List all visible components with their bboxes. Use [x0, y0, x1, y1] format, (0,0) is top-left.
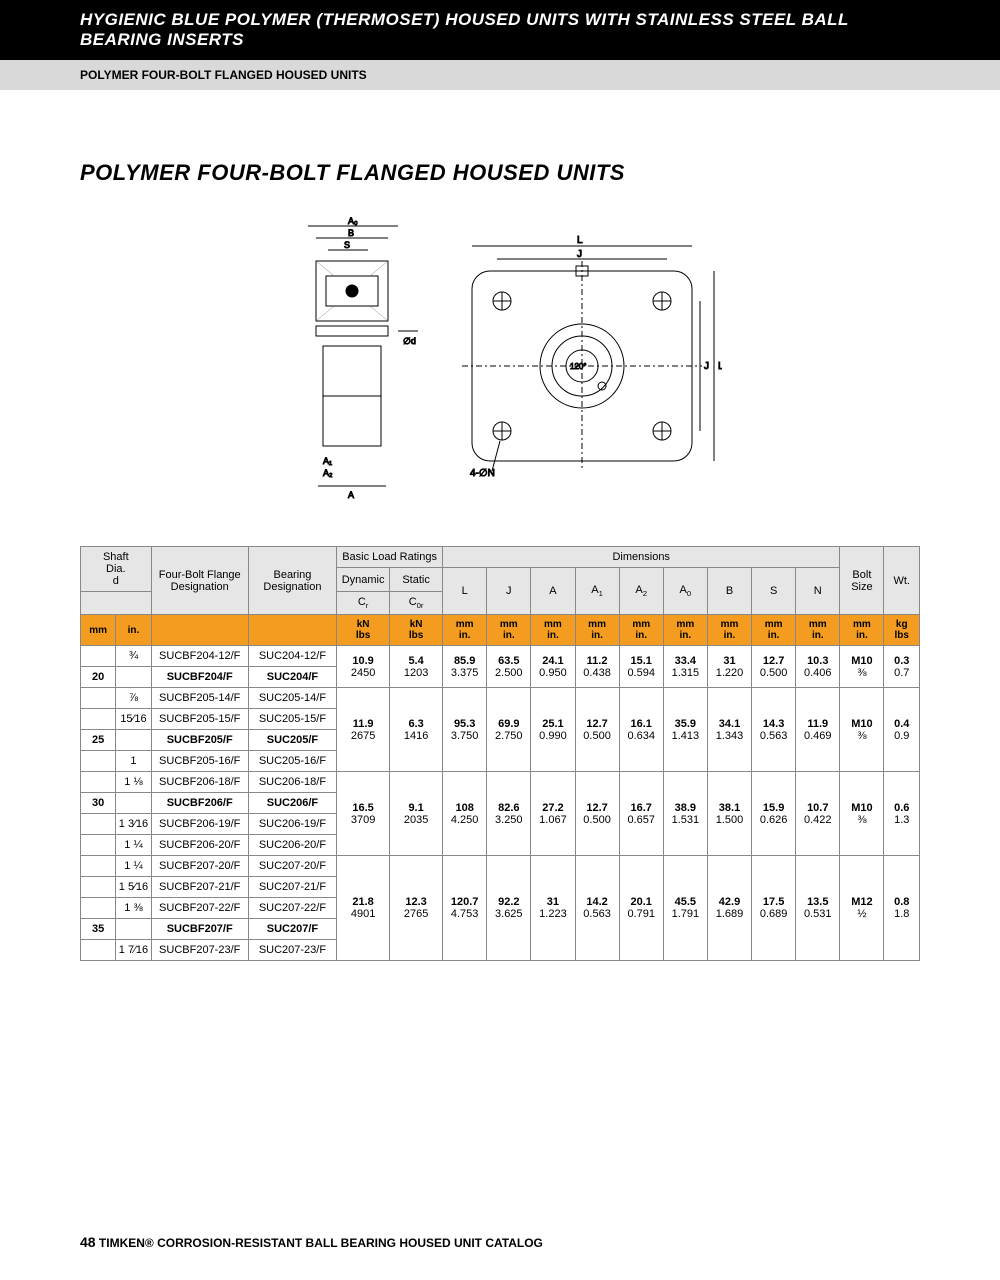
- col-B: B: [707, 568, 751, 615]
- svg-text:A₀: A₀: [348, 216, 358, 226]
- svg-text:L: L: [577, 235, 583, 246]
- content-area: POLYMER FOUR-BOLT FLANGED HOUSED UNITS A…: [0, 90, 1000, 961]
- svg-text:J: J: [577, 249, 582, 260]
- col-c0r: C0r: [390, 592, 443, 615]
- unit-kn2: kNlbs: [390, 615, 443, 646]
- page-footer: 48 TIMKEN® CORROSION-RESISTANT BALL BEAR…: [80, 1234, 543, 1250]
- header-title: HYGIENIC BLUE POLYMER (THERMOSET) HOUSED…: [80, 10, 849, 49]
- col-A2: A2: [619, 568, 663, 615]
- col-four-bolt: Four-Bolt Flange Designation: [151, 547, 248, 615]
- svg-text:B: B: [348, 228, 354, 238]
- unit-in: in.: [116, 615, 151, 646]
- col-bolt: Bolt Size: [840, 547, 884, 615]
- svg-text:120°: 120°: [570, 362, 587, 371]
- table-row: 1 ¼SUCBF207-20/FSUC207-20/F21.8490112.32…: [81, 856, 920, 877]
- header-subtitle: POLYMER FOUR-BOLT FLANGED HOUSED UNITS: [80, 68, 367, 82]
- svg-text:A₂: A₂: [323, 468, 333, 478]
- col-wt: Wt.: [884, 547, 920, 615]
- svg-text:L: L: [718, 361, 722, 372]
- svg-text:J: J: [704, 361, 709, 372]
- side-view-diagram: A₀ B S ∅d A₁ A₂: [278, 216, 438, 506]
- table-body: ¾SUCBF204-12/FSUC204-12/F10.924505.41203…: [81, 646, 920, 961]
- header-grey-bar: POLYMER FOUR-BOLT FLANGED HOUSED UNITS: [0, 60, 1000, 90]
- table-row: 1 ⅛SUCBF206-18/FSUC206-18/F16.537099.120…: [81, 772, 920, 793]
- table-row: ⅞SUCBF205-14/FSUC205-14/F11.926756.31416…: [81, 688, 920, 709]
- col-A0: A0: [663, 568, 707, 615]
- svg-text:∅d: ∅d: [403, 336, 416, 346]
- svg-text:A: A: [348, 490, 354, 500]
- spec-table: ShaftDia.d Four-Bolt Flange Designation …: [80, 546, 920, 961]
- catalog-name: TIMKEN® CORROSION-RESISTANT BALL BEARING…: [99, 1236, 543, 1250]
- col-A1: A1: [575, 568, 619, 615]
- section-title: POLYMER FOUR-BOLT FLANGED HOUSED UNITS: [80, 160, 920, 186]
- col-static: Static: [390, 568, 443, 592]
- unit-kn: kNlbs: [337, 615, 390, 646]
- table-header: ShaftDia.d Four-Bolt Flange Designation …: [81, 547, 920, 646]
- col-A: A: [531, 568, 575, 615]
- svg-text:4-∅N: 4-∅N: [470, 468, 495, 479]
- svg-text:S: S: [344, 240, 350, 250]
- col-S: S: [752, 568, 796, 615]
- col-L: L: [443, 568, 487, 615]
- col-bearing: Bearing Designation: [248, 547, 336, 615]
- col-basic-load: Basic Load Ratings: [337, 547, 443, 568]
- col-shaft-dia: ShaftDia.d: [81, 547, 152, 592]
- unit-kg: kglbs: [884, 615, 920, 646]
- catalog-page: HYGIENIC BLUE POLYMER (THERMOSET) HOUSED…: [0, 0, 1000, 1280]
- col-cr: Cr: [337, 592, 390, 615]
- table-row: ¾SUCBF204-12/FSUC204-12/F10.924505.41203…: [81, 646, 920, 667]
- col-J: J: [487, 568, 531, 615]
- col-dimensions: Dimensions: [443, 547, 840, 568]
- page-number: 48: [80, 1234, 96, 1250]
- front-view-diagram: L J: [442, 231, 722, 491]
- svg-text:A₁: A₁: [323, 456, 332, 466]
- technical-diagrams: A₀ B S ∅d A₁ A₂: [80, 216, 920, 506]
- units-row: mm in. kNlbs kNlbs mmin.mmin.mmin. mmin.…: [81, 615, 920, 646]
- col-dynamic: Dynamic: [337, 568, 390, 592]
- unit-mm: mm: [81, 615, 116, 646]
- col-N: N: [796, 568, 840, 615]
- header-black-bar: HYGIENIC BLUE POLYMER (THERMOSET) HOUSED…: [0, 0, 1000, 60]
